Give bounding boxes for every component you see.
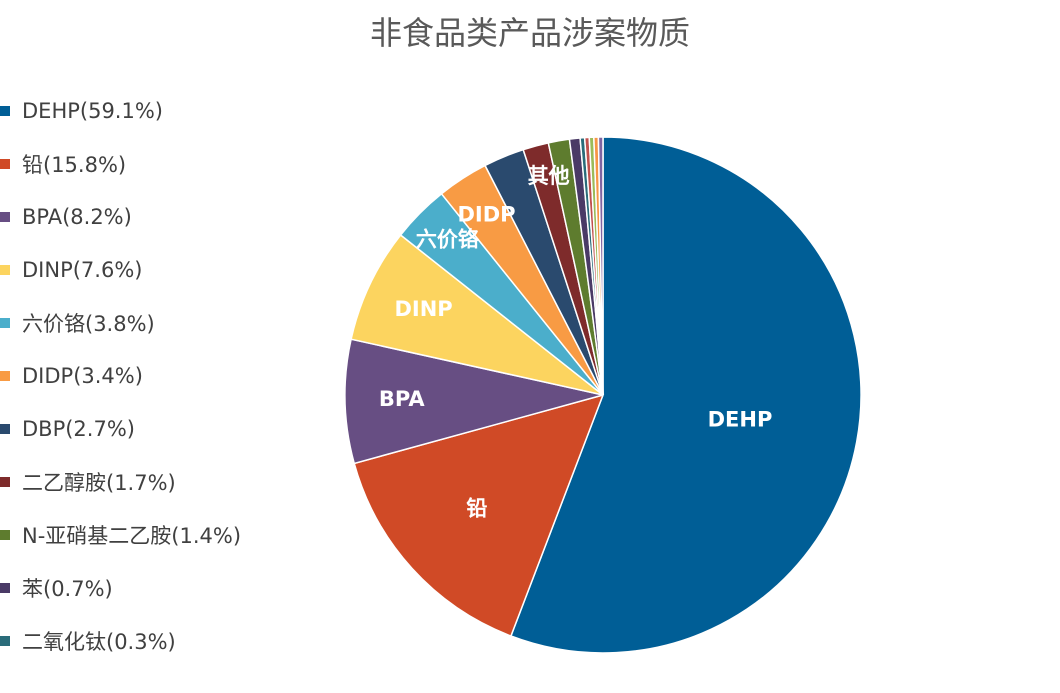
legend-swatch (0, 476, 10, 487)
legend-swatch (0, 264, 10, 275)
legend-item: DBP(2.7%) (0, 402, 241, 455)
legend-swatch (0, 211, 10, 222)
legend-swatch (0, 635, 10, 646)
legend-item: DIDP(3.4%) (0, 349, 241, 402)
pie-slice (597, 136, 604, 396)
legend-label: BPA(8.2%) (22, 204, 132, 229)
legend-item: DEHP(59.1%) (0, 84, 241, 137)
legend-label: 六价铬(3.8%) (22, 311, 155, 336)
legend-swatch (0, 158, 10, 169)
legend-label: N-亚硝基二乙胺(1.4%) (22, 523, 242, 548)
slice-label: DINP (394, 297, 452, 321)
legend-swatch (0, 529, 10, 540)
legend-label: DINP(7.6%) (22, 257, 143, 282)
legend-item: BPA(8.2%) (0, 190, 241, 243)
legend-swatch (0, 423, 10, 434)
legend-swatch (0, 317, 10, 328)
slice-label: BPA (379, 387, 425, 411)
legend-item: 苯(0.7%) (0, 561, 241, 614)
others-annotation: 其他 (528, 164, 570, 188)
legend-item: N-亚硝基二乙胺(1.4%) (0, 508, 241, 561)
pie-slice (353, 393, 605, 637)
legend-swatch (0, 370, 10, 381)
slice-label: 六价铬 (416, 228, 480, 252)
chart-legend: DEHP(59.1%) 铅(15.8%) BPA(8.2%) DINP(7.6%) 六价… (0, 84, 241, 667)
slice-label: DEHP (708, 407, 773, 431)
legend-label: DEHP(59.1%) (22, 98, 163, 123)
legend-item: DINP(7.6%) (0, 243, 241, 296)
legend-label: 二乙醇胺(1.7%) (22, 470, 176, 495)
legend-label: 二氧化钛(0.3%) (22, 629, 176, 654)
legend-label: 铅(15.8%) (22, 152, 127, 177)
legend-label: DBP(2.7%) (22, 416, 135, 441)
legend-item: 六价铬(3.8%) (0, 296, 241, 349)
slice-label: 铅 (466, 497, 487, 521)
chart-title: 非食品类产品涉案物质 (369, 14, 690, 52)
legend-swatch (0, 105, 10, 116)
pie-slice (344, 338, 604, 465)
slice-label: DIDP (457, 202, 515, 226)
pie-slice (350, 233, 604, 396)
legend-label: DIDP(3.4%) (22, 363, 143, 388)
legend-item: 铅(15.8%) (0, 137, 241, 190)
legend-label: 苯(0.7%) (22, 576, 113, 601)
pie-slice (509, 136, 862, 654)
legend-swatch (0, 582, 10, 593)
legend-item: 二氧化钛(0.3%) (0, 614, 241, 667)
legend-item: 二乙醇胺(1.7%) (0, 455, 241, 508)
